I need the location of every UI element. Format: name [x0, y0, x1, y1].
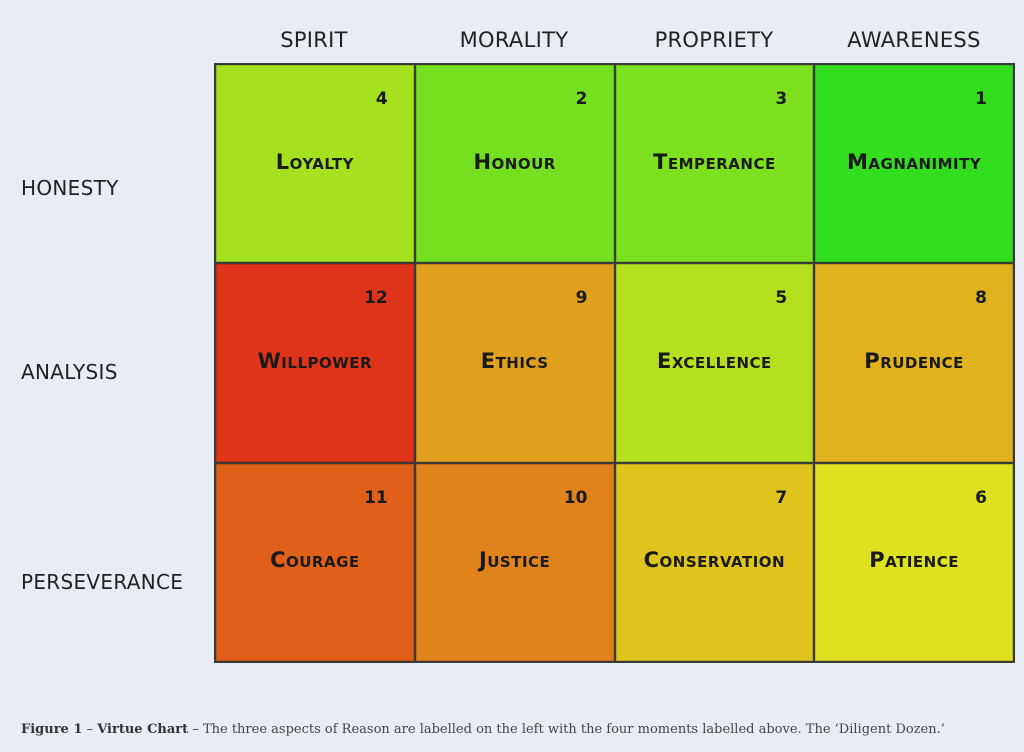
cell-label: Conservation: [643, 548, 786, 573]
cell-number: 7: [775, 487, 788, 508]
cell-excellence: 5 Excellence: [615, 264, 814, 462]
cell-label: Patience: [869, 548, 959, 573]
cell-willpower: 12 Willpower: [216, 264, 414, 462]
cell-justice: 10 Justice: [415, 463, 614, 661]
column-header-awareness: AWARENESS: [847, 28, 981, 52]
cell-loyalty: 4 Loyalty: [216, 65, 414, 263]
caption-dash: –: [86, 722, 98, 737]
cell-label: Magnanimity: [847, 149, 982, 174]
cell-number: 5: [775, 288, 788, 309]
cell-number: 10: [563, 487, 588, 508]
cell-number: 1: [975, 89, 987, 109]
cell-label: Willpower: [257, 348, 373, 373]
row-header-honesty: HONESTY: [21, 176, 119, 200]
cell-conservation: 7 Conservation: [615, 463, 814, 661]
cell-magnanimity: 1 Magnanimity: [815, 65, 1013, 263]
column-header-propriety: PROPRIETY: [654, 28, 774, 52]
cell-label: Justice: [478, 548, 551, 573]
cell-number: 4: [375, 89, 388, 109]
column-header-morality: MORALITY: [459, 28, 569, 52]
column-header-spirit: SPIRIT: [280, 28, 348, 52]
cell-label: Ethics: [480, 348, 549, 373]
cell-label: Prudence: [864, 348, 964, 373]
row-header-analysis: ANALYSIS: [21, 360, 118, 384]
caption-dash: –: [192, 722, 203, 737]
cell-number: 3: [775, 89, 788, 109]
row-header-perseverance: PERSEVERANCE: [21, 570, 184, 594]
cell-label: Honour: [473, 149, 556, 174]
cell-temperance: 3 Temperance: [615, 65, 814, 263]
cell-number: 6: [975, 487, 987, 508]
cell-number: 11: [364, 487, 388, 508]
virtue-grid: 4 Loyalty 2 Honour 3 Temperance 1 Magnan…: [214, 63, 1015, 663]
cell-label: Temperance: [653, 149, 776, 174]
cell-number: 12: [364, 288, 388, 309]
figure-title: Virtue Chart: [97, 722, 189, 737]
cell-courage: 11 Courage: [216, 463, 414, 661]
cell-patience: 6 Patience: [815, 463, 1013, 661]
cell-number: 8: [975, 288, 987, 309]
cell-label: Courage: [270, 548, 360, 573]
cell-number: 9: [575, 288, 588, 309]
cell-ethics: 9 Ethics: [415, 264, 614, 462]
cell-honour: 2 Honour: [415, 65, 614, 263]
cell-label: Excellence: [656, 348, 772, 373]
figure-caption: Figure 1 – Virtue Chart – The three aspe…: [21, 722, 945, 737]
figure-label: Figure 1: [21, 722, 83, 737]
cell-label: Loyalty: [275, 149, 355, 174]
cell-number: 2: [575, 89, 588, 109]
cell-prudence: 8 Prudence: [815, 264, 1013, 462]
caption-text: The three aspects of Reason are labelled…: [202, 722, 945, 737]
